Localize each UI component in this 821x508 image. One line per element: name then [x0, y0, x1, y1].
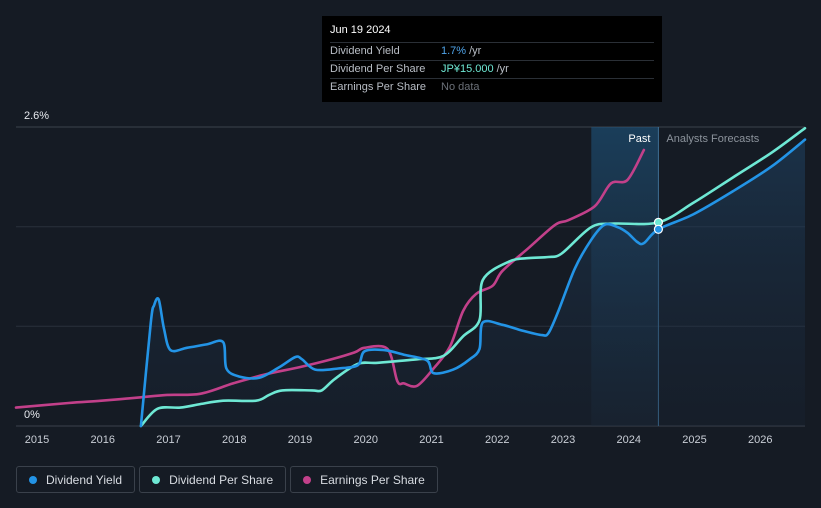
dividend-yield-area [140, 139, 805, 426]
legend-item-dividend-yield[interactable]: Dividend Yield [16, 466, 136, 493]
x-tick-label: 2024 [617, 434, 641, 446]
tooltip-unit: /yr [469, 45, 482, 57]
x-tick-label: 2020 [354, 434, 378, 446]
series-line-yield [139, 138, 807, 428]
tooltip: Jun 19 2024 Dividend Yield 1.7% /yr Divi… [322, 16, 662, 102]
legend-dot-icon [152, 475, 161, 484]
series-line-dps [139, 126, 807, 428]
x-tick-label: 2021 [419, 434, 443, 446]
tooltip-value: 1.7% [441, 45, 467, 57]
x-tick-label: 2023 [551, 434, 575, 446]
forecast-label: Analysts Forecasts [666, 133, 759, 145]
legend-item-dividend-per-share[interactable]: Dividend Per Share [139, 466, 287, 493]
marker-yield [653, 224, 664, 234]
x-tick-label: 2018 [222, 434, 246, 446]
x-tick-label: 2019 [288, 434, 312, 446]
tooltip-row-dividend-per-share: Dividend Per Share JP¥15.000 /yr [330, 60, 654, 78]
x-tick-label: 2016 [91, 434, 115, 446]
tooltip-row-dividend-yield: Dividend Yield 1.7% /yr [330, 42, 654, 60]
tooltip-label: Dividend Per Share [330, 63, 426, 75]
legend-label: Dividend Yield [46, 472, 123, 487]
tooltip-unit: /yr [496, 63, 509, 75]
legend: Dividend Yield Dividend Per Share Earnin… [16, 466, 438, 493]
legend-label: Dividend Per Share [169, 472, 274, 487]
legend-label: Earnings Per Share [320, 472, 425, 487]
tooltip-row-earnings-per-share: Earnings Per Share No data [330, 78, 654, 96]
x-tick-label: 2015 [25, 434, 49, 446]
series-line-eps [14, 148, 646, 409]
past-label: Past [628, 133, 650, 145]
x-tick-label: 2026 [748, 434, 772, 446]
x-tick-label: 2022 [485, 434, 509, 446]
y-axis-bottom-label: 0% [24, 409, 40, 421]
legend-dot-icon [303, 475, 312, 484]
tooltip-value: JP¥15.000 [441, 63, 494, 75]
y-axis-top-label: 2.6% [24, 110, 49, 122]
x-tick-label: 2017 [156, 434, 180, 446]
legend-dot-icon [29, 475, 37, 484]
tooltip-date: Jun 19 2024 [330, 24, 391, 36]
legend-item-earnings-per-share[interactable]: Earnings Per Share [290, 466, 438, 493]
tooltip-label: Dividend Yield [330, 45, 400, 57]
x-tick-label: 2025 [682, 434, 706, 446]
tooltip-value: No data [441, 81, 480, 93]
tooltip-label: Earnings Per Share [330, 81, 426, 93]
